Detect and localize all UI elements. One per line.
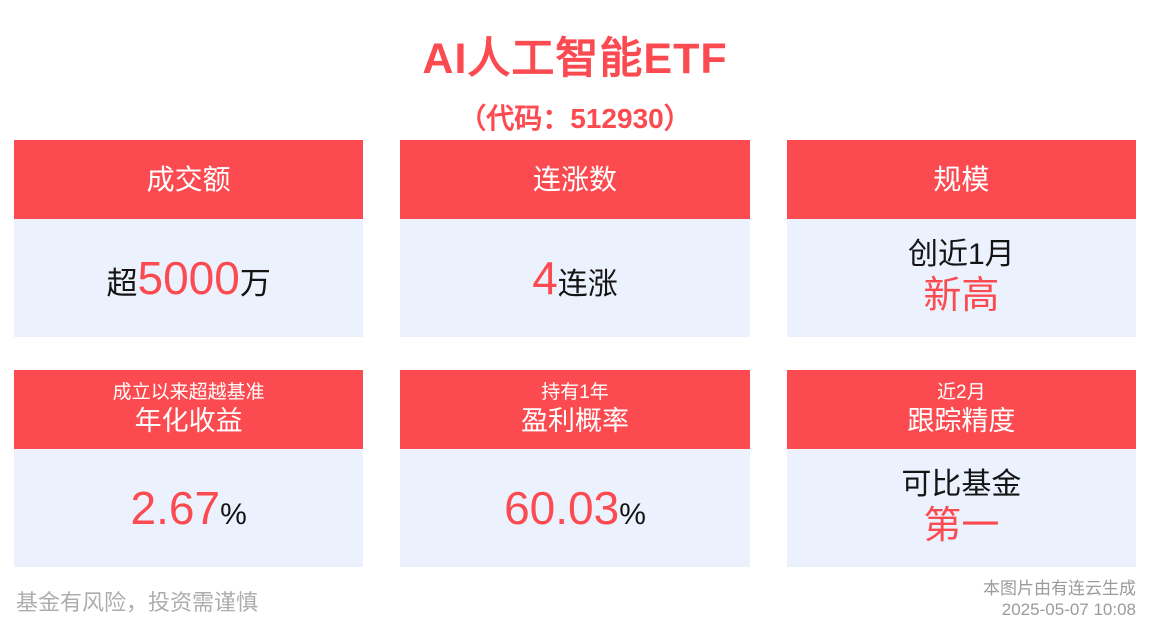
stat-card-grid: 成交额 超 5000 万 连涨数 4 连涨 规模 创近1月 (14, 140, 1136, 567)
stat-card-scale: 规模 创近1月 新高 (786, 140, 1136, 337)
card-header-label: 盈利概率 (520, 406, 629, 437)
value-prefix: 超 (106, 266, 138, 301)
card-header-sublabel: 成立以来超越基准 (112, 382, 265, 404)
value-suffix: % (220, 498, 247, 531)
annualized-return-value: 2.67 % (131, 481, 247, 535)
card-body-profit-probability: 60.03 % (400, 449, 750, 567)
value-suffix: 万 (239, 266, 271, 301)
card-body-tracking-accuracy: 可比基金 第一 (786, 449, 1136, 567)
risk-disclaimer: 基金有风险，投资需谨慎 (16, 590, 259, 615)
value-line2: 新高 (923, 275, 1000, 318)
value-line1: 可比基金 (901, 468, 1022, 502)
card-header-turnover: 成交额 (14, 140, 364, 219)
card-header-scale: 规模 (786, 140, 1136, 219)
value-line2: 第一 (923, 505, 1000, 548)
card-header-label: 跟踪精度 (907, 406, 1016, 437)
card-header-label: 连涨数 (532, 163, 617, 195)
value-number: 4 (532, 252, 558, 304)
stat-card-profit-probability: 持有1年 盈利概率 60.03 % (400, 370, 750, 567)
card-body-scale: 创近1月 新高 (786, 219, 1136, 337)
card-body-turnover: 超 5000 万 (14, 219, 364, 337)
stat-card-streak: 连涨数 4 连涨 (400, 140, 750, 337)
stat-card-turnover: 成交额 超 5000 万 (14, 140, 364, 337)
card-header-label: 成交额 (146, 163, 231, 195)
generator-credit-line: 本图片由有连云生成 (983, 579, 1136, 598)
value-number: 2.67 (130, 482, 221, 534)
card-header-annualized-return: 成立以来超越基准 年化收益 (14, 370, 364, 449)
generator-credit: 本图片由有连云生成 2025-05-07 10:08 (983, 578, 1136, 620)
page-title: AI人工智能ETF (422, 35, 728, 83)
value-number: 5000 (137, 252, 240, 304)
card-header-label: 年化收益 (134, 406, 243, 437)
value-line1: 创近1月 (907, 238, 1015, 272)
fund-code-subtitle: （代码：512930） (458, 103, 692, 134)
stat-card-tracking-accuracy: 近2月 跟踪精度 可比基金 第一 (786, 370, 1136, 567)
tracking-accuracy-value: 可比基金 第一 (901, 468, 1021, 547)
card-body-annualized-return: 2.67 % (14, 449, 364, 567)
streak-value: 4 连涨 (532, 251, 618, 305)
card-body-streak: 4 连涨 (400, 219, 750, 337)
card-header-streak: 连涨数 (400, 140, 750, 219)
value-number: 60.03 (504, 482, 620, 534)
stat-card-annualized-return: 成立以来超越基准 年化收益 2.67 % (14, 370, 364, 567)
card-header-tracking-accuracy: 近2月 跟踪精度 (786, 370, 1136, 449)
generation-timestamp: 2025-05-07 10:08 (1001, 600, 1136, 619)
profit-probability-value: 60.03 % (504, 481, 646, 535)
value-suffix: % (619, 498, 646, 531)
card-header-label: 规模 (933, 163, 990, 195)
scale-value: 创近1月 新高 (908, 238, 1015, 317)
value-suffix: 连涨 (557, 268, 618, 301)
card-header-profit-probability: 持有1年 盈利概率 (400, 370, 750, 449)
card-header-sublabel: 持有1年 (541, 382, 609, 404)
turnover-value: 超 5000 万 (106, 251, 270, 305)
card-header-sublabel: 近2月 (937, 382, 986, 404)
